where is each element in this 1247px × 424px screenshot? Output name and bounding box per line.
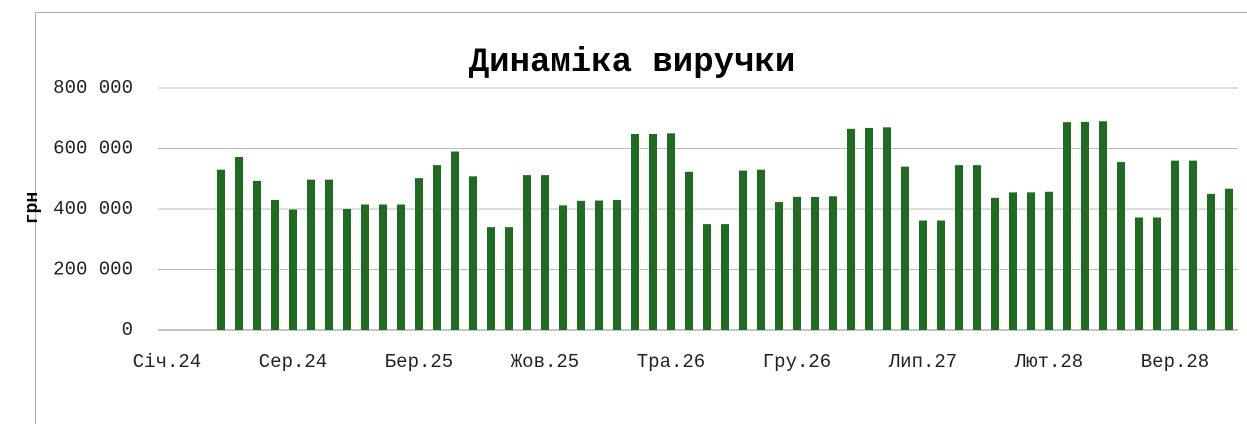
bar (289, 209, 297, 330)
bar (667, 133, 675, 330)
bar (937, 220, 945, 330)
bar (901, 166, 909, 330)
bar (757, 169, 765, 330)
bar (775, 202, 783, 330)
y-axis-label: грн (23, 192, 43, 224)
bar (829, 196, 837, 330)
bar (793, 196, 801, 330)
x-tick-label: Січ.24 (133, 351, 201, 373)
bar (361, 204, 369, 330)
bar (1027, 192, 1035, 330)
bar (1153, 217, 1161, 330)
bar (541, 175, 549, 330)
bar (919, 220, 927, 330)
x-tick-label: Жов.25 (511, 351, 579, 373)
bar (631, 133, 639, 330)
bar (595, 200, 603, 330)
bar (1117, 162, 1125, 330)
bar (487, 227, 495, 330)
bar (847, 128, 855, 330)
bar (739, 170, 747, 330)
bar (1063, 122, 1071, 331)
y-tick-label: 600 000 (53, 138, 133, 160)
x-tick-label: Лип.27 (888, 351, 957, 373)
bar (253, 180, 261, 330)
bar (721, 224, 729, 330)
x-tick-label: Сер.24 (259, 351, 327, 373)
x-tick-label: Лют.28 (1014, 351, 1083, 373)
bar (1045, 191, 1053, 330)
bar (271, 199, 279, 330)
bar (973, 165, 981, 330)
bar (343, 209, 351, 330)
bar (613, 199, 621, 330)
bar (415, 178, 423, 330)
x-tick-label: Тра.26 (637, 351, 705, 373)
bar (1099, 121, 1107, 331)
y-tick-label: 800 000 (53, 77, 133, 99)
bar (577, 200, 585, 330)
bar (1225, 188, 1233, 330)
x-tick-label: Гру.26 (763, 351, 831, 373)
bar (1135, 217, 1143, 330)
bar (433, 165, 441, 330)
bar (1189, 160, 1197, 330)
bar (451, 151, 459, 330)
bar (883, 127, 891, 330)
bar (397, 204, 405, 330)
bar (991, 197, 999, 330)
bar (235, 156, 243, 330)
x-tick-label: Вер.28 (1141, 351, 1209, 373)
chart-title: Динаміка виручки (469, 44, 795, 82)
bar (865, 127, 873, 331)
bar (1081, 121, 1089, 330)
bar (649, 133, 657, 330)
bar (505, 227, 513, 330)
bar (379, 204, 387, 330)
bar (703, 224, 711, 330)
y-tick-label: 400 000 (53, 198, 133, 220)
bar (811, 196, 819, 330)
bar (523, 175, 531, 330)
x-tick-label: Бер.25 (385, 351, 453, 373)
bar (559, 205, 567, 330)
y-tick-label: 200 000 (53, 259, 133, 281)
y-tick-label: 0 (122, 319, 133, 341)
bar (469, 176, 477, 330)
bar (217, 169, 225, 330)
bar (307, 179, 315, 330)
bar (955, 165, 963, 330)
bar (1009, 192, 1017, 330)
bar (1171, 160, 1179, 330)
bar (1207, 193, 1215, 330)
bar (685, 171, 693, 330)
bar (325, 179, 333, 330)
